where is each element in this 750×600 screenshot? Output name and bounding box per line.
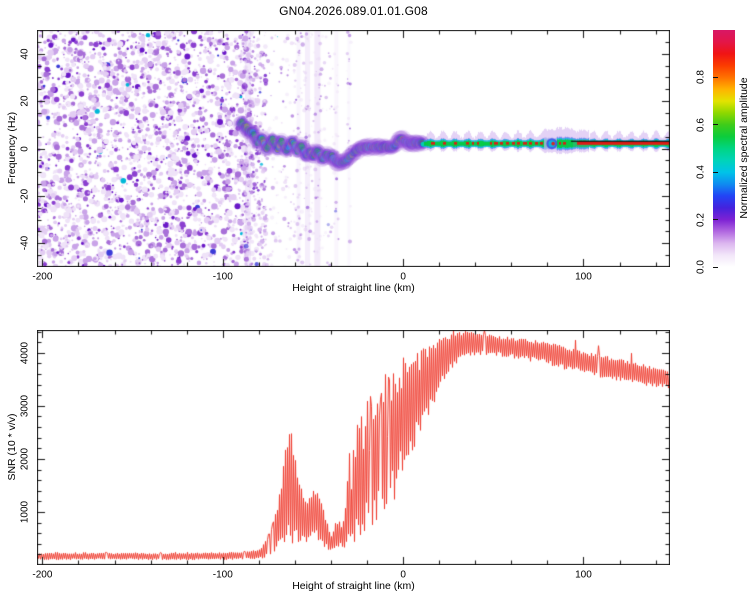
x-tick-label: 100 xyxy=(575,569,592,581)
x-tick-label: -100 xyxy=(212,271,233,283)
y-tick-label: 4000 xyxy=(19,341,31,364)
colorbar-tick-mark xyxy=(713,171,718,173)
colorbar-gradient xyxy=(713,30,735,267)
y-tick-label: 20 xyxy=(19,95,31,107)
colorbar-tick-label: 0.6 xyxy=(695,117,707,132)
y-tick-label: -40 xyxy=(19,236,31,251)
y-tick-label: 1000 xyxy=(19,500,31,524)
top-xaxis-title: Height of straight line (km) xyxy=(292,282,415,294)
colorbar-tick-label: 0.4 xyxy=(695,165,707,180)
x-tick-label: -100 xyxy=(212,569,233,581)
colorbar-tick-label: 0.8 xyxy=(695,70,707,85)
snr-canvas xyxy=(37,330,670,565)
bottom-yaxis-title: SNR (10 * v/v) xyxy=(6,413,18,481)
top-yaxis-title: Frequency (Hz) xyxy=(6,111,18,185)
spectrogram-canvas xyxy=(37,30,670,267)
x-tick-label: -200 xyxy=(32,569,53,581)
y-tick-label: 3000 xyxy=(19,394,31,417)
colorbar-tick-label: 0.2 xyxy=(695,212,707,227)
spectrogram-panel xyxy=(37,30,670,267)
snr-panel xyxy=(37,330,670,565)
y-tick-label: 2000 xyxy=(19,447,31,471)
y-tick-label: 40 xyxy=(19,48,31,60)
colorbar-tick-mark xyxy=(713,219,718,221)
x-tick-label: -200 xyxy=(32,271,53,283)
colorbar-tick-label: 0.0 xyxy=(695,260,707,274)
x-tick-label: 0 xyxy=(400,271,406,283)
chart-title: GN04.2026.089.01.01.G08 xyxy=(279,4,428,18)
x-tick-label: 0 xyxy=(400,569,406,581)
bottom-xaxis-title: Height of straight line (km) xyxy=(292,580,415,592)
colorbar xyxy=(713,30,735,267)
colorbar-tick-mark xyxy=(713,266,718,268)
y-tick-label: -20 xyxy=(19,188,31,204)
y-tick-label: 0 xyxy=(19,145,31,152)
colorbar-tick-mark xyxy=(713,76,718,78)
colorbar-title: Normalized spectral amplitude xyxy=(738,77,750,219)
colorbar-tick-mark xyxy=(713,124,718,126)
x-tick-label: 100 xyxy=(575,271,592,283)
